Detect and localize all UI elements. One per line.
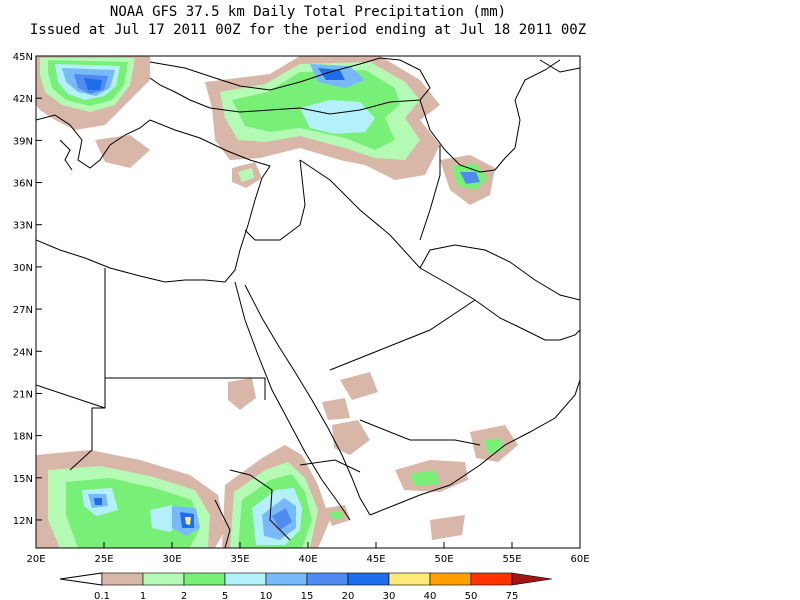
precipitation-layer	[36, 56, 518, 548]
lon-tick-label: 60E	[570, 554, 589, 565]
legend-label: 50	[465, 591, 478, 600]
legend-swatch	[224, 572, 267, 586]
legend-swatch	[183, 572, 226, 586]
lat-tick-label: 15N	[13, 474, 33, 485]
precip-area-turkey-north-20	[318, 68, 345, 80]
lat-tick-label: 36N	[13, 179, 33, 190]
legend-label: 2	[181, 591, 187, 600]
precip-area-balkans-20	[84, 78, 102, 90]
map-title: NOAA GFS 37.5 km Daily Total Precipitati…	[109, 4, 507, 20]
latitude-axis: 45N 42N 39N 36N 33N 30N 27N 24N 21N 18N 15N 12N	[13, 52, 42, 527]
lon-tick-label: 45E	[366, 554, 385, 565]
precip-area-turkey-north-5	[300, 100, 375, 134]
precip-area-sahel-center-30	[185, 517, 191, 525]
precip-area-yemen-east-2	[410, 470, 440, 486]
precip-area-saudi-west	[322, 398, 350, 420]
precip-area-saudi-south	[332, 420, 370, 455]
lon-tick-label: 50E	[434, 554, 453, 565]
precip-area-ethiopia-15	[272, 508, 292, 530]
lon-tick-label: 30E	[162, 554, 181, 565]
legend-label: 30	[383, 591, 396, 600]
map-subtitle: Issued at Jul 17 2011 00Z for the period…	[29, 22, 587, 38]
longitude-axis: 20E 25E 30E 35E 40E 45E 50E 55E 60E	[26, 542, 590, 565]
lat-tick-label: 45N	[13, 52, 33, 63]
precip-area-aegean	[95, 135, 150, 168]
precipitation-legend: 0.1 1 2 5 10 15 20 30 40 50 75	[59, 572, 553, 600]
lon-tick-label: 25E	[94, 554, 113, 565]
legend-arrow-high	[511, 572, 553, 586]
precip-area-sahel-west-20	[94, 498, 102, 505]
lon-tick-label: 40E	[298, 554, 317, 565]
coastlines-and-borders	[36, 57, 580, 548]
precip-area-djibouti-2	[330, 511, 343, 520]
lon-tick-label: 55E	[502, 554, 521, 565]
lat-tick-label: 30N	[13, 263, 33, 274]
legend-label: 20	[342, 591, 355, 600]
precip-area-iran-north-15	[460, 172, 480, 184]
lat-tick-label: 27N	[13, 305, 33, 316]
lat-tick-label: 12N	[13, 516, 33, 527]
legend-label: 5	[222, 591, 228, 600]
legend-label: 0.1	[94, 591, 110, 600]
precip-area-sudan-north	[228, 378, 256, 410]
legend-arrow-low	[59, 572, 103, 586]
legend-label: 40	[424, 591, 437, 600]
lat-tick-label: 18N	[13, 432, 33, 443]
lon-tick-label: 35E	[230, 554, 249, 565]
lat-tick-label: 42N	[13, 94, 33, 105]
legend-swatch	[429, 572, 472, 586]
precip-area-levant-1	[238, 168, 254, 182]
precip-area-saudi-center	[340, 372, 378, 400]
legend-swatch	[388, 572, 431, 586]
lat-tick-label: 24N	[13, 347, 33, 358]
legend-swatch	[470, 572, 513, 586]
legend-label: 1	[140, 591, 146, 600]
legend-swatch	[265, 572, 308, 586]
legend-label: 15	[301, 591, 314, 600]
legend-swatch	[347, 572, 390, 586]
legend-label: 75	[506, 591, 519, 600]
legend-label: 10	[260, 591, 273, 600]
legend-swatch	[142, 572, 185, 586]
lat-tick-label: 33N	[13, 221, 33, 232]
legend-swatch	[306, 572, 349, 586]
precip-area-gulf-aden	[430, 515, 465, 540]
lat-tick-label: 21N	[13, 389, 33, 400]
lat-tick-label: 39N	[13, 136, 33, 147]
lon-tick-label: 20E	[26, 554, 45, 565]
legend-swatch	[101, 572, 144, 586]
